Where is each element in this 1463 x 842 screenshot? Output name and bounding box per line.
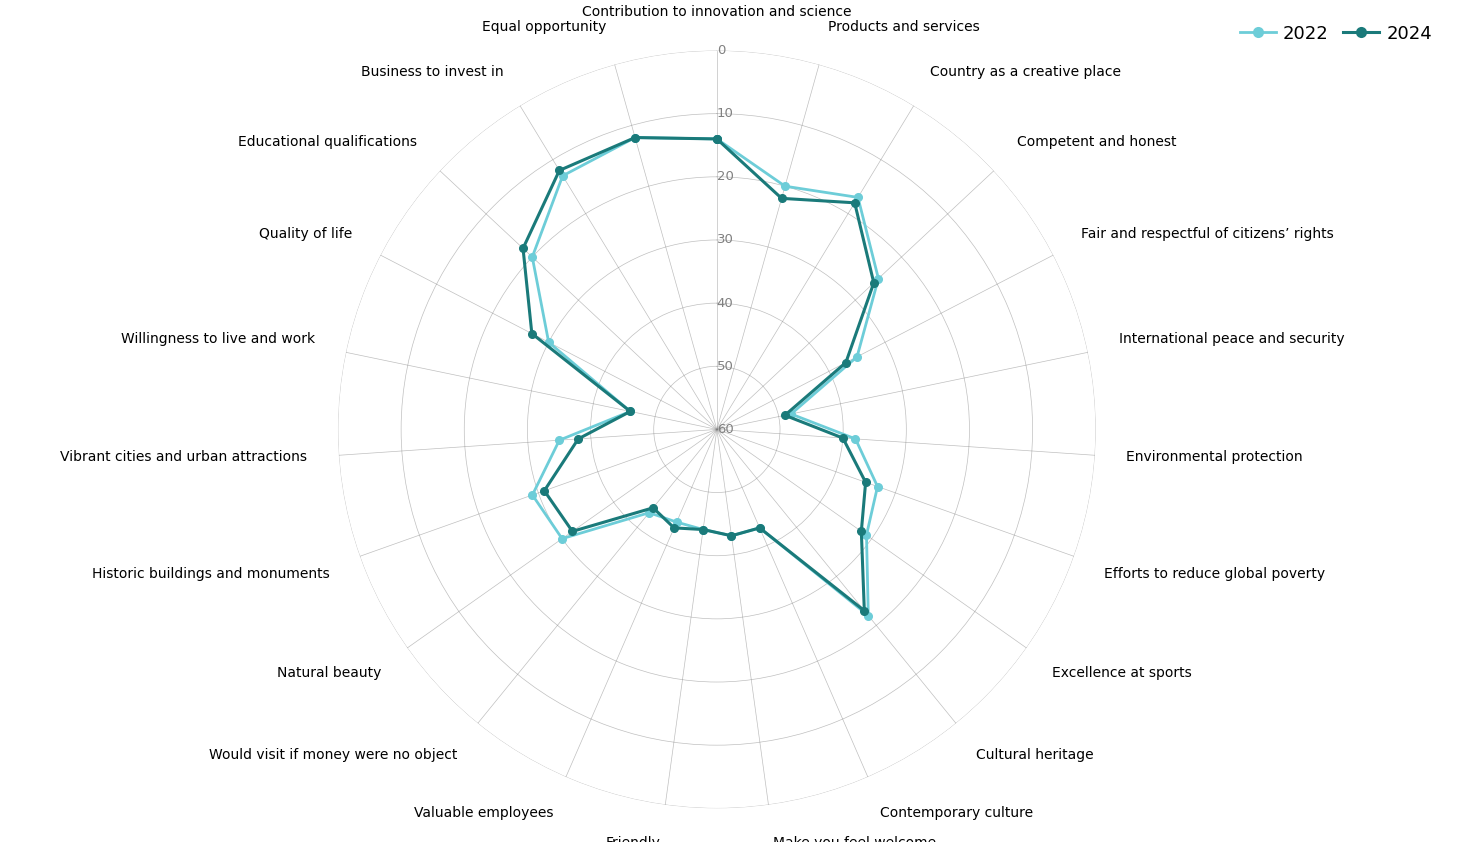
- Text: Educational qualifications: Educational qualifications: [238, 136, 417, 149]
- Text: Vibrant cities and urban attractions: Vibrant cities and urban attractions: [60, 450, 307, 465]
- Text: Valuable employees: Valuable employees: [414, 806, 553, 820]
- Text: Efforts to reduce global poverty: Efforts to reduce global poverty: [1103, 567, 1325, 581]
- Text: Natural beauty: Natural beauty: [277, 666, 382, 680]
- Text: Environmental protection: Environmental protection: [1127, 450, 1304, 465]
- Text: Products and services: Products and services: [828, 20, 979, 35]
- Text: Willingness to live and work: Willingness to live and work: [121, 332, 315, 346]
- Text: Cultural heritage: Cultural heritage: [976, 748, 1093, 762]
- Text: Country as a creative place: Country as a creative place: [930, 65, 1121, 78]
- Text: Make you feel welcome: Make you feel welcome: [772, 836, 936, 842]
- Text: Competent and honest: Competent and honest: [1017, 136, 1176, 149]
- Text: Business to invest in: Business to invest in: [361, 65, 503, 78]
- Text: Contribution to innovation and science: Contribution to innovation and science: [582, 5, 851, 19]
- Text: International peace and security: International peace and security: [1119, 332, 1344, 346]
- Text: Quality of life: Quality of life: [259, 226, 353, 241]
- Text: Would visit if money were no object: Would visit if money were no object: [209, 748, 458, 762]
- Text: Friendly: Friendly: [606, 836, 661, 842]
- Text: Equal opportunity: Equal opportunity: [481, 20, 606, 35]
- Text: Contemporary culture: Contemporary culture: [881, 806, 1033, 820]
- Legend: 2022, 2024: 2022, 2024: [1232, 18, 1440, 50]
- Text: Historic buildings and monuments: Historic buildings and monuments: [92, 567, 331, 581]
- Text: Fair and respectful of citizens’ rights: Fair and respectful of citizens’ rights: [1081, 226, 1334, 241]
- Text: Excellence at sports: Excellence at sports: [1052, 666, 1192, 680]
